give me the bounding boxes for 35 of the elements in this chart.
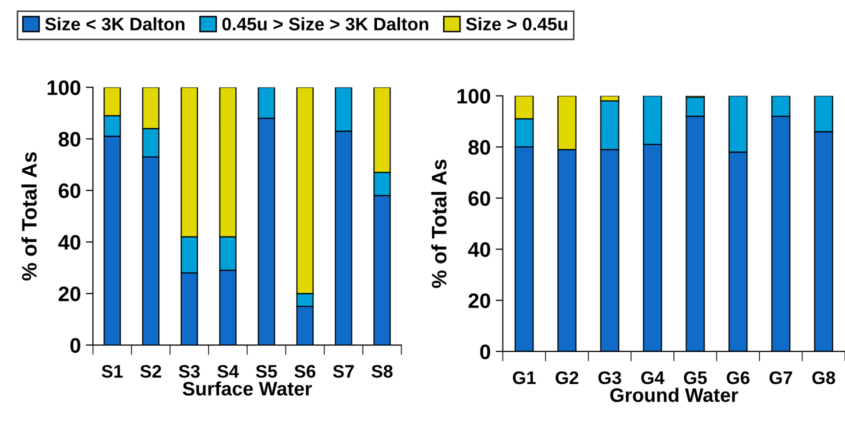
x-tick-label: S2 bbox=[140, 364, 162, 378]
y-axis-title: % of Total As bbox=[21, 152, 37, 280]
y-tick-label: 60 bbox=[58, 183, 80, 198]
y-tick-label: 60 bbox=[468, 191, 490, 206]
x-tick-label: G6 bbox=[726, 371, 750, 384]
x-tick-label: S1 bbox=[102, 364, 123, 378]
y-tick-label: 0 bbox=[70, 338, 80, 353]
y-tick-label: 20 bbox=[468, 293, 490, 308]
x-tick-label: G4 bbox=[641, 371, 664, 384]
y-tick-label: 20 bbox=[58, 286, 80, 302]
x-tick-label: S8 bbox=[372, 364, 393, 378]
x-tick-label: G1 bbox=[512, 371, 536, 384]
x-tick-label: S4 bbox=[217, 364, 239, 378]
x-tick-label: G5 bbox=[684, 371, 707, 384]
x-tick-label: G8 bbox=[812, 371, 836, 384]
y-tick-label: 100 bbox=[458, 88, 490, 104]
x-tick-label: S6 bbox=[294, 364, 316, 378]
y-tick-label: 80 bbox=[58, 132, 80, 147]
legend-label: Size < 3K Dalton bbox=[45, 17, 184, 30]
y-tick-label: 40 bbox=[468, 242, 490, 257]
legend-label: Size > 0.45u bbox=[466, 17, 568, 30]
y-tick-label: 40 bbox=[58, 234, 80, 250]
y-tick-label: 80 bbox=[468, 140, 490, 155]
x-tick-label: S3 bbox=[178, 364, 200, 378]
x-tick-label: G7 bbox=[770, 371, 792, 384]
x-axis-title: Ground Water bbox=[610, 388, 738, 402]
y-tick-label: 0 bbox=[480, 344, 490, 360]
x-tick-label: S5 bbox=[256, 364, 277, 378]
legend-label: 0.45u > Size > 3K Dalton bbox=[222, 17, 428, 30]
y-tick-label: 100 bbox=[48, 80, 80, 96]
x-tick-label: G3 bbox=[598, 371, 622, 384]
x-tick-label: S7 bbox=[333, 364, 354, 378]
x-tick-label: G2 bbox=[556, 371, 578, 384]
x-axis-title: Surface Water bbox=[182, 381, 312, 396]
y-axis-title: % of Total As bbox=[431, 160, 447, 288]
